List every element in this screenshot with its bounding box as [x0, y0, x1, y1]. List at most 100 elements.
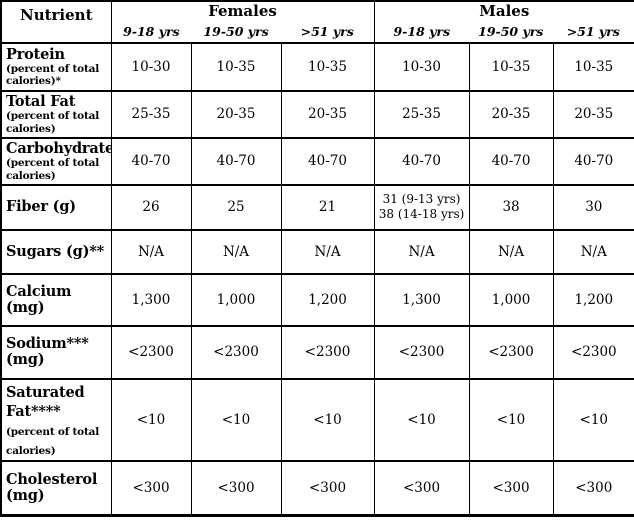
value-cell: N/A [190, 228, 282, 275]
males-group-inner: Males 9-18 yrs 19-50 yrs >51 yrs [375, 2, 634, 41]
value-cell: <2300 [190, 324, 282, 380]
row-sub: (percent of total calories) [6, 426, 100, 458]
males-age-19-50: 19-50 yrs [478, 24, 544, 40]
value-cell: <300 [110, 460, 192, 517]
females-group-title: Females [208, 2, 277, 20]
value-cell: <10 [468, 377, 554, 463]
row-label-saturated-fat: Saturated Fat**** (percent of total calo… [0, 377, 112, 463]
table-row-saturated-fat: Saturated Fat**** (percent of total calo… [0, 377, 634, 463]
row-name: Sodium*** (mg) [6, 335, 89, 369]
value-cell: <2300 [110, 324, 192, 380]
value-cell: 20-35 [552, 90, 634, 139]
nutrient-column-header: Nutrient [0, 0, 112, 44]
value-cell: <10 [110, 377, 192, 463]
value-cell: 20-35 [280, 90, 375, 139]
row-label-total-fat: Total Fat (percent of total calories) [0, 90, 112, 139]
value-cell: 21 [280, 183, 375, 231]
males-group-title: Males [479, 2, 530, 20]
value-cell: 10-35 [190, 42, 282, 92]
value-cell: 26 [110, 183, 192, 231]
table-row-total-fat: Total Fat (percent of total calories) 25-… [0, 90, 634, 139]
value-cell: 25-35 [373, 90, 470, 139]
value-cell: N/A [110, 228, 192, 275]
value-cell: 40-70 [552, 136, 634, 186]
value-cell: <10 [280, 377, 375, 463]
value-cell: 25-35 [110, 90, 192, 139]
table-row-calcium: Calcium (mg) 1,300 1,000 1,200 1,300 1,0… [0, 272, 634, 327]
row-label-fiber: Fiber (g) [0, 183, 112, 231]
table-row-carbohydrate: Carbohydrate (percent of total calories) … [0, 136, 634, 186]
value-cell: N/A [373, 228, 470, 275]
row-sub: (percent of total calories) [6, 157, 100, 182]
value-cell: 10-30 [373, 42, 470, 92]
row-name: Cholesterol (mg) [6, 470, 98, 505]
value-cell: <300 [190, 460, 282, 517]
females-group-header: Females 9-18 yrs 19-50 yrs >51 yrs [110, 0, 375, 44]
row-sub: (percent of total calories) [6, 110, 100, 135]
females-age-row: 9-18 yrs 19-50 yrs >51 yrs [112, 24, 373, 40]
row-name: Calcium (mg) [6, 282, 72, 316]
males-age-9-18: 9-18 yrs [393, 24, 451, 40]
females-age-9-18: 9-18 yrs [123, 24, 180, 40]
value-cell: <300 [373, 460, 470, 517]
value-cell: <2300 [280, 324, 375, 380]
value-cell: 40-70 [110, 136, 192, 186]
value-cell: 1,200 [552, 272, 634, 327]
row-name: Fiber (g) [6, 198, 76, 216]
value-cell: 38 [468, 183, 554, 231]
value-cell: <10 [552, 377, 634, 463]
value-cell: 30 [552, 183, 634, 231]
value-cell: <300 [280, 460, 375, 517]
value-cell: 1,200 [280, 272, 375, 327]
value-cell: N/A [552, 228, 634, 275]
value-cell: 25 [190, 183, 282, 231]
row-label-calcium: Calcium (mg) [0, 272, 112, 327]
row-name: Carbohydrate [6, 139, 111, 157]
table-row-sodium: Sodium*** (mg) <2300 <2300 <2300 <2300 <… [0, 324, 634, 380]
value-cell: 20-35 [468, 90, 554, 139]
males-age-51plus: >51 yrs [566, 24, 620, 40]
value-cell: 10-35 [468, 42, 554, 92]
table-row-cholesterol: Cholesterol (mg) <300 <300 <300 <300 <30… [0, 460, 634, 517]
value-cell: 10-35 [552, 42, 634, 92]
table-row-sugars: Sugars (g)** N/A N/A N/A N/A N/A N/A [0, 228, 634, 275]
value-cell: 1,300 [373, 272, 470, 327]
value-cell: 1,300 [110, 272, 192, 327]
value-cell: 1,000 [468, 272, 554, 327]
row-label-protein: Protein (percent of total calories)* [0, 42, 112, 92]
value-cell: 10-30 [110, 42, 192, 92]
value-cell: 20-35 [190, 90, 282, 139]
row-name: Saturated Fat**** [6, 383, 85, 421]
value-cell: <2300 [552, 324, 634, 380]
females-age-51plus: >51 yrs [300, 24, 354, 40]
value-cell: 10-35 [280, 42, 375, 92]
header-row: Nutrient Females 9-18 yrs 19-50 yrs >51 … [0, 0, 634, 44]
row-name: Sugars (g)** [6, 242, 105, 260]
row-label-sugars: Sugars (g)** [0, 228, 112, 275]
value-cell: N/A [468, 228, 554, 275]
value-cell: <300 [468, 460, 554, 517]
value-cell: <10 [373, 377, 470, 463]
value-cell: <2300 [468, 324, 554, 380]
value-cell: <10 [190, 377, 282, 463]
value-cell: 40-70 [468, 136, 554, 186]
table-row-fiber: Fiber (g) 26 25 21 31 (9-13 yrs) 38 (14-… [0, 183, 634, 231]
row-label-cholesterol: Cholesterol (mg) [0, 460, 112, 517]
row-name: Total Fat [6, 93, 76, 110]
males-group-header: Males 9-18 yrs 19-50 yrs >51 yrs [373, 0, 634, 44]
value-cell: 40-70 [280, 136, 375, 186]
row-label-sodium: Sodium*** (mg) [0, 324, 112, 380]
females-age-19-50: 19-50 yrs [203, 24, 269, 40]
value-cell: 40-70 [373, 136, 470, 186]
value-cell: 40-70 [190, 136, 282, 186]
value-cell: <300 [552, 460, 634, 517]
row-label-carbohydrate: Carbohydrate (percent of total calories) [0, 136, 112, 186]
row-name: Protein [6, 45, 65, 63]
females-group-inner: Females 9-18 yrs 19-50 yrs >51 yrs [112, 2, 373, 41]
table-row-protein: Protein (percent of total calories)* 10-3… [0, 42, 634, 92]
value-cell: 1,000 [190, 272, 282, 327]
row-sub: (percent of total calories)* [6, 62, 100, 88]
value-cell: N/A [280, 228, 375, 275]
